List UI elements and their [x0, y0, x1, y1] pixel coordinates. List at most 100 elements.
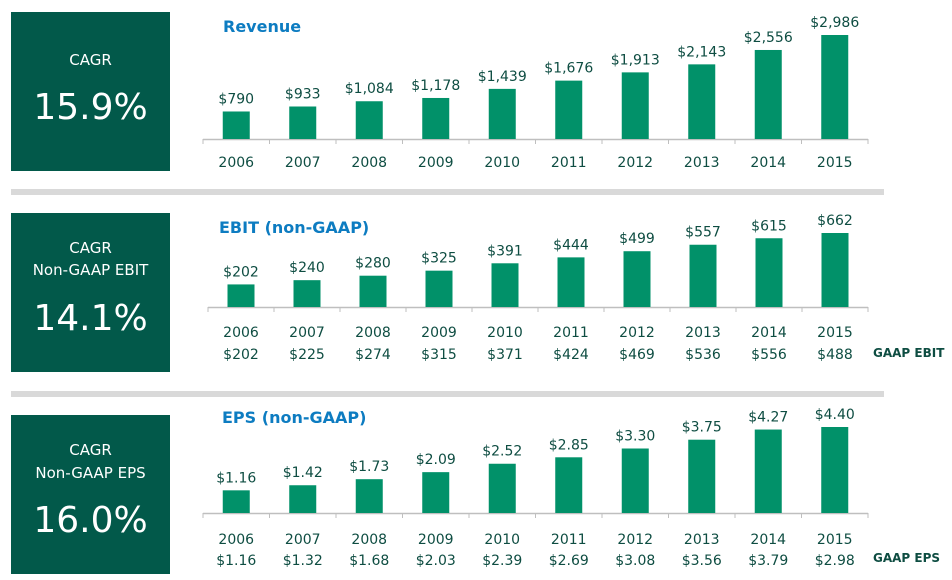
ebit-category-label: 2011 [553, 325, 589, 341]
eps-category-label: 2008 [351, 532, 387, 548]
eps-gaap-value-label: $3.79 [748, 553, 788, 569]
eps-section: CAGR Non-GAAP EPS 16.0% EPS (non-GAAP) G… [0, 400, 952, 580]
ebit-gaap-value-label: $202 [223, 347, 259, 363]
gaap-ebit-label: GAAP EBIT [873, 346, 945, 360]
eps-bar [754, 429, 782, 513]
revenue-chart-title: Revenue [223, 17, 302, 36]
cagr-sublabel: Non-GAAP EPS [35, 464, 146, 482]
eps-gaap-value-label: $2.98 [815, 553, 855, 569]
ebit-gaap-value-label: $225 [289, 347, 325, 363]
revenue-category-label: 2009 [418, 155, 454, 171]
eps-bar [488, 463, 516, 513]
eps-category-label: 2011 [551, 532, 587, 548]
eps-value-label: $1.42 [283, 465, 323, 481]
ebit-bar [359, 275, 387, 307]
ebit-gaap-value-label: $488 [817, 347, 853, 363]
revenue-bar [555, 80, 583, 139]
eps-bar [222, 490, 250, 513]
eps-bar [688, 439, 716, 513]
eps-gaap-value-label: $1.68 [349, 553, 389, 569]
ebit-gaap-value-label: $424 [553, 347, 589, 363]
revenue-value-label: $1,084 [345, 81, 394, 97]
cagr-label: CAGR [69, 51, 112, 69]
ebit-bar [425, 270, 453, 307]
cagr-value: 14.1% [33, 298, 148, 339]
ebit-value-label: $240 [289, 260, 325, 276]
revenue-value-label: $1,178 [411, 78, 460, 94]
eps-bar [289, 485, 317, 513]
ebit-bar [227, 284, 255, 307]
revenue-category-label: 2010 [484, 155, 520, 171]
ebit-bar [755, 238, 783, 307]
eps-chart-title: EPS (non-GAAP) [222, 408, 367, 427]
eps-value-label: $4.40 [815, 407, 855, 423]
revenue-value-label: $790 [218, 91, 254, 107]
eps-bar [555, 457, 583, 513]
ebit-bar [821, 233, 849, 307]
eps-category-label: 2015 [817, 532, 853, 548]
revenue-value-label: $1,676 [544, 61, 593, 77]
ebit-category-label: 2008 [355, 325, 391, 341]
cagr-value: 15.9% [33, 87, 148, 128]
eps-value-label: $2.52 [482, 444, 522, 460]
eps-category-label: 2010 [484, 532, 520, 548]
eps-value-label: $2.85 [549, 437, 589, 453]
ebit-gaap-value-label: $371 [487, 347, 523, 363]
revenue-category-label: 2008 [351, 155, 387, 171]
ebit-category-label: 2014 [751, 325, 787, 341]
revenue-section: CAGR 15.9% Revenue [0, 0, 952, 180]
eps-gaap-value-label: $3.08 [615, 553, 655, 569]
ebit-bar [557, 257, 585, 307]
revenue-category-label: 2012 [617, 155, 653, 171]
ebit-section: CAGR Non-GAAP EBIT 14.1% EBIT (non-GAAP)… [0, 200, 952, 380]
revenue-bar [422, 97, 450, 139]
ebit-gaap-value-label: $556 [751, 347, 787, 363]
ebit-value-label: $662 [817, 213, 853, 229]
cagr-label: CAGR [69, 239, 112, 257]
ebit-category-label: 2013 [685, 325, 721, 341]
eps-category-label: 2012 [617, 532, 653, 548]
revenue-bar [688, 64, 716, 139]
revenue-category-label: 2007 [285, 155, 321, 171]
ebit-category-label: 2006 [223, 325, 259, 341]
eps-category-label: 2007 [285, 532, 321, 548]
ebit-gaap-value-label: $274 [355, 347, 391, 363]
eps-cagr-panel: CAGR Non-GAAP EPS 16.0% [11, 415, 170, 574]
ebit-value-label: $280 [355, 256, 391, 272]
ebit-bar [623, 251, 651, 307]
eps-value-label: $3.30 [615, 429, 655, 445]
eps-value-label: $3.75 [682, 420, 722, 436]
revenue-bar [355, 101, 383, 139]
revenue-bar [289, 106, 317, 139]
ebit-bar [689, 244, 717, 307]
eps-value-label: $1.16 [216, 470, 256, 486]
ebit-cagr-panel: CAGR Non-GAAP EBIT 14.1% [11, 213, 170, 372]
revenue-bar [488, 88, 516, 139]
eps-gaap-value-label: $2.39 [482, 553, 522, 569]
eps-bar [422, 472, 450, 513]
ebit-gaap-value-label: $315 [421, 347, 457, 363]
ebit-gaap-value-label: $536 [685, 347, 721, 363]
cagr-value: 16.0% [33, 500, 148, 541]
ebit-value-label: $325 [421, 251, 457, 267]
ebit-value-label: $444 [553, 237, 589, 253]
ebit-chart-title: EBIT (non-GAAP) [219, 218, 370, 237]
ebit-value-label: $499 [619, 231, 655, 247]
eps-category-label: 2013 [684, 532, 720, 548]
ebit-bar [293, 280, 321, 307]
eps-value-label: $2.09 [416, 452, 456, 468]
ebit-value-label: $391 [487, 243, 523, 259]
revenue-value-label: $933 [285, 87, 321, 103]
revenue-value-label: $2,556 [744, 30, 793, 46]
revenue-category-label: 2011 [551, 155, 587, 171]
revenue-category-label: 2013 [684, 155, 720, 171]
cagr-label: CAGR [69, 441, 112, 459]
revenue-cagr-panel: CAGR 15.9% [11, 12, 170, 171]
ebit-value-label: $615 [751, 218, 787, 234]
revenue-value-label: $1,439 [478, 69, 527, 85]
revenue-value-label: $1,913 [611, 52, 660, 68]
eps-bar [355, 479, 383, 513]
ebit-value-label: $202 [223, 264, 259, 280]
eps-gaap-value-label: $1.16 [216, 553, 256, 569]
eps-value-label: $4.27 [748, 410, 788, 426]
